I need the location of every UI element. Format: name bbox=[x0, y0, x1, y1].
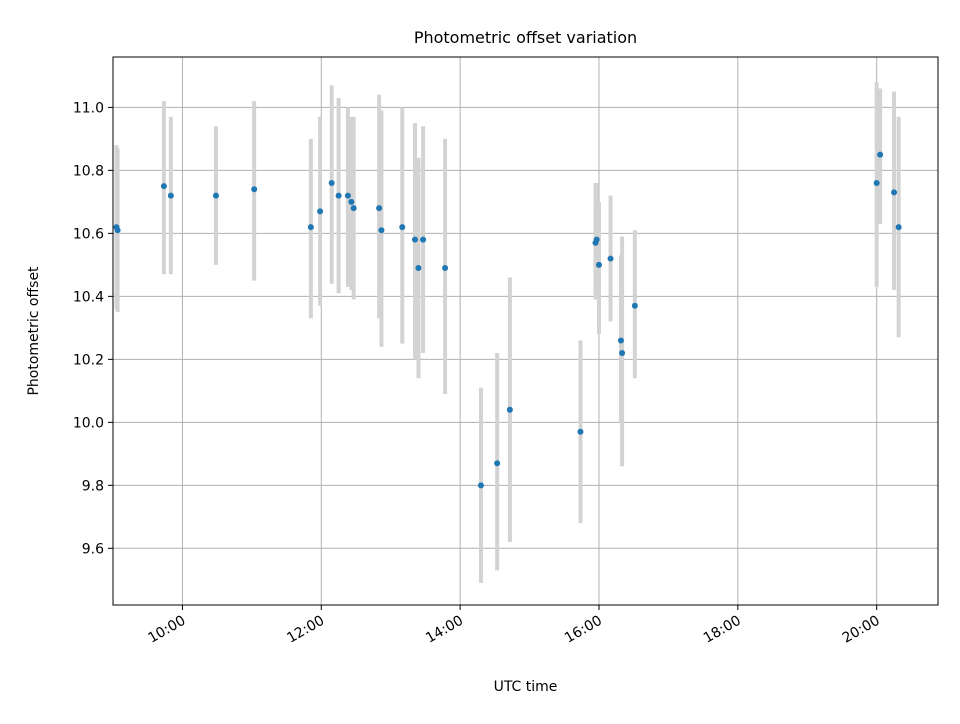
data-point bbox=[577, 428, 584, 435]
data-point bbox=[477, 482, 484, 489]
data-point bbox=[399, 224, 406, 231]
data-point bbox=[607, 255, 614, 262]
data-point bbox=[442, 265, 449, 272]
data-point bbox=[891, 189, 898, 196]
data-point bbox=[160, 183, 167, 190]
data-point bbox=[114, 227, 121, 234]
y-tick-label: 10.0 bbox=[73, 415, 104, 431]
data-point bbox=[619, 350, 626, 357]
y-tick-label: 9.6 bbox=[82, 541, 104, 557]
data-point bbox=[420, 236, 427, 243]
data-point bbox=[376, 205, 383, 212]
data-point bbox=[348, 198, 355, 205]
data-point bbox=[593, 236, 600, 243]
data-point bbox=[328, 179, 335, 186]
y-tick-label: 9.8 bbox=[82, 478, 104, 494]
y-axis-label: Photometric offset bbox=[26, 266, 42, 396]
chart-title: Photometric offset variation bbox=[414, 28, 637, 47]
data-point bbox=[631, 302, 638, 309]
data-point bbox=[873, 179, 880, 186]
data-point bbox=[350, 205, 357, 212]
data-point bbox=[506, 406, 513, 413]
data-point bbox=[307, 224, 314, 231]
data-point bbox=[494, 460, 501, 467]
plot-frame bbox=[112, 56, 939, 606]
data-point bbox=[595, 261, 602, 268]
data-point bbox=[335, 192, 342, 199]
data-point bbox=[877, 151, 884, 158]
data-point bbox=[378, 227, 385, 234]
data-point bbox=[617, 337, 624, 344]
data-point bbox=[411, 236, 418, 243]
data-point bbox=[317, 208, 324, 215]
data-point bbox=[415, 265, 422, 272]
y-tick-label: 10.8 bbox=[73, 163, 104, 179]
data-point bbox=[251, 186, 258, 193]
y-axis: 9.6 9.8 10.0 10.2 10.4 10.6 10.8 11.0 bbox=[73, 100, 113, 557]
y-tick-label: 11.0 bbox=[73, 100, 104, 116]
data-point bbox=[344, 192, 351, 199]
y-tick-label: 10.2 bbox=[73, 352, 104, 368]
y-tick-label: 10.4 bbox=[73, 289, 104, 305]
x-axis-label: UTC time bbox=[494, 679, 558, 695]
data-point bbox=[167, 192, 174, 199]
data-points bbox=[113, 151, 902, 489]
data-point bbox=[895, 224, 902, 231]
y-tick-label: 10.6 bbox=[73, 226, 104, 242]
data-point bbox=[212, 192, 219, 199]
